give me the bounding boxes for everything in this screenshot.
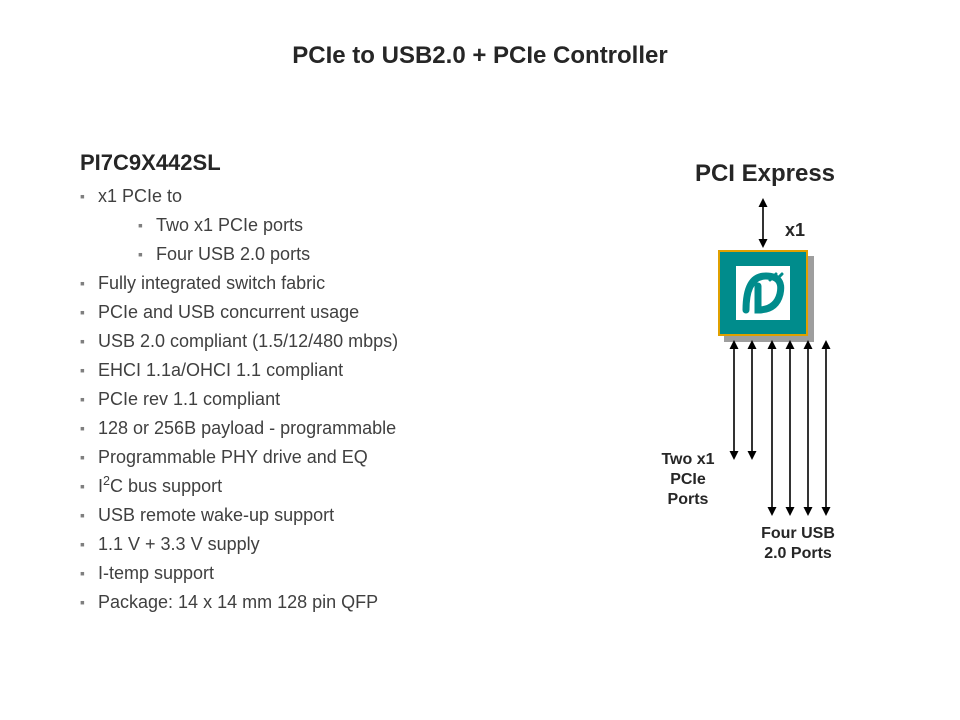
list-item: USB 2.0 compliant (1.5/12/480 mbps) [80,327,560,356]
list-item: I2C bus support [80,472,560,501]
list-item: Programmable PHY drive and EQ [80,443,560,472]
i2c-sup: 2 [103,474,110,488]
four-usb-ports-label: Four USB 2.0 Ports [738,524,858,564]
i2c-post: C bus support [110,476,222,496]
list-item: Fully integrated switch fabric [80,269,560,298]
list-item: PCIe rev 1.1 compliant [80,385,560,414]
block-diagram: PCI Express x1 Two x1 PCIe Ports Four US… [600,150,930,610]
list-item: 1.1 V + 3.3 V supply [80,530,560,559]
label-line: Two x1 [661,451,714,468]
page-title: PCIe to USB2.0 + PCIe Controller [0,42,960,70]
part-number: PI7C9X442SL [80,150,560,176]
sub-list: Two x1 PCIe ports Four USB 2.0 ports [98,211,560,269]
list-item: Four USB 2.0 ports [138,240,560,269]
feature-list: x1 PCIe to Two x1 PCIe ports Four USB 2.… [80,182,560,617]
list-item: Two x1 PCIe ports [138,211,560,240]
list-item: PCIe and USB concurrent usage [80,298,560,327]
list-item: I-temp support [80,559,560,588]
label-line: PCIe [670,471,706,488]
list-item: USB remote wake-up support [80,501,560,530]
list-item: Package: 14 x 14 mm 128 pin QFP [80,588,560,617]
list-item: EHCI 1.1a/OHCI 1.1 compliant [80,356,560,385]
feature-panel: PI7C9X442SL x1 PCIe to Two x1 PCIe ports… [80,150,560,617]
label-line: Ports [668,491,709,508]
two-pcie-ports-label: Two x1 PCIe Ports [648,450,728,510]
label-line: 2.0 Ports [764,545,832,562]
list-item: 128 or 256B payload - programmable [80,414,560,443]
list-item: x1 PCIe to Two x1 PCIe ports Four USB 2.… [80,182,560,269]
label-line: Four USB [761,525,835,542]
list-item-text: x1 PCIe to [98,186,182,206]
